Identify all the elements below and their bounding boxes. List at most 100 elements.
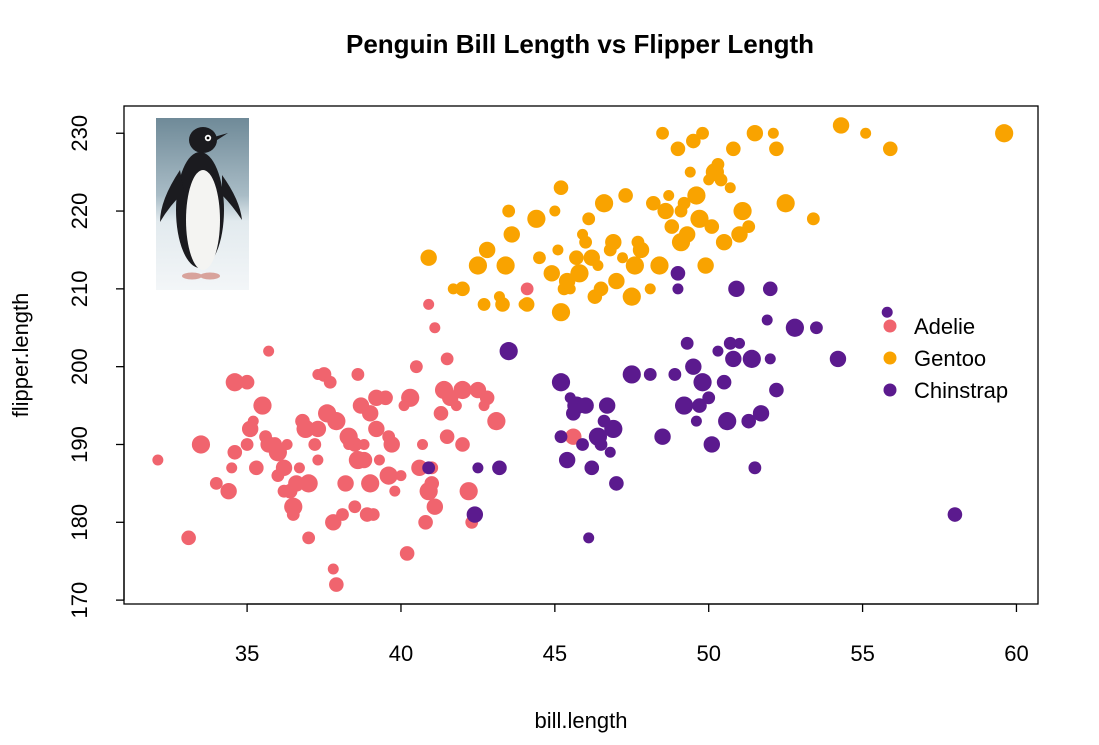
point-gentoo-14: [533, 251, 546, 265]
point-gentoo-78: [625, 256, 644, 275]
point-adelie-28: [308, 438, 322, 451]
point-gentoo-33: [622, 287, 641, 306]
legend-marker-gentoo: [883, 351, 897, 365]
point-chinstrap-16: [598, 397, 616, 414]
point-adelie-70: [450, 400, 462, 412]
point-adelie-5: [226, 462, 238, 474]
y-axis: 170 180 190 200 210 220 230: [67, 115, 125, 619]
point-gentoo-66: [860, 127, 872, 139]
point-adelie-61: [418, 514, 433, 530]
x-tick-label-5: 60: [1004, 641, 1028, 666]
y-axis-label: flipper.length: [8, 293, 33, 418]
point-gentoo-4: [477, 298, 491, 311]
point-gentoo-70: [608, 272, 625, 290]
point-gentoo-42: [670, 141, 686, 157]
x-tick-label-2: 45: [543, 641, 567, 666]
point-chinstrap-10: [576, 438, 589, 451]
point-gentoo-9: [502, 204, 516, 218]
point-chinstrap-44: [785, 318, 804, 337]
point-chinstrap-27: [690, 415, 702, 427]
x-axis: 35 40 45 50 55 60: [235, 603, 1029, 666]
point-adelie-15: [263, 345, 275, 357]
point-adelie-87: [339, 427, 358, 446]
point-adelie-64: [426, 498, 444, 515]
point-adelie-12: [253, 396, 272, 415]
point-chinstrap-21: [654, 428, 671, 445]
legend-marker-adelie: [883, 319, 897, 333]
point-adelie-93: [277, 484, 291, 498]
point-chinstrap-0: [422, 461, 436, 475]
point-chinstrap-49: [604, 419, 623, 439]
point-adelie-54: [383, 436, 400, 453]
point-adelie-85: [398, 400, 410, 412]
point-gentoo-18: [551, 303, 571, 322]
point-gentoo-73: [690, 209, 709, 228]
point-gentoo-16: [552, 244, 564, 256]
point-adelie-83: [348, 500, 362, 514]
point-adelie-91: [439, 429, 455, 445]
point-chinstrap-3: [492, 460, 507, 476]
data-points: [152, 117, 1014, 592]
point-gentoo-72: [664, 219, 680, 234]
point-adelie-92: [453, 380, 472, 400]
point-gentoo-45: [678, 226, 696, 243]
point-chinstrap-53: [762, 281, 778, 297]
point-gentoo-49: [696, 126, 709, 140]
legend-marker-chinstrap: [883, 383, 897, 397]
y-tick-label-0: 170: [67, 582, 92, 619]
point-adelie-55: [389, 485, 401, 497]
y-tick-label-3: 200: [67, 348, 92, 385]
point-chinstrap-31: [703, 436, 720, 453]
point-gentoo-76: [549, 205, 561, 217]
point-adelie-33: [323, 375, 337, 389]
point-chinstrap-45: [810, 321, 823, 335]
point-adelie-45: [358, 438, 370, 450]
point-chinstrap-6: [558, 451, 576, 469]
point-chinstrap-17: [604, 446, 616, 458]
point-chinstrap-38: [741, 413, 757, 429]
point-gentoo-61: [767, 127, 779, 139]
point-adelie-84: [368, 389, 385, 406]
point-adelie-24: [288, 475, 305, 492]
point-chinstrap-42: [764, 353, 776, 365]
point-gentoo-50: [697, 257, 714, 274]
point-adelie-71: [455, 437, 470, 452]
adelie-penguin-photo: [156, 118, 249, 290]
point-adelie-49: [368, 420, 385, 438]
point-adelie-20: [281, 438, 293, 450]
point-gentoo-57: [726, 141, 741, 157]
point-gentoo-48: [687, 186, 706, 205]
point-gentoo-23: [570, 264, 589, 283]
point-gentoo-62: [769, 141, 784, 157]
point-adelie-23: [286, 508, 300, 521]
point-gentoo-32: [618, 188, 633, 203]
point-gentoo-35: [632, 241, 650, 259]
point-adelie-44: [355, 451, 373, 469]
point-chinstrap-37: [733, 337, 745, 349]
point-adelie-4: [220, 482, 237, 500]
point-chinstrap-13: [584, 460, 600, 476]
point-adelie-17: [268, 443, 287, 462]
point-adelie-77: [487, 412, 506, 431]
point-gentoo-67: [882, 141, 898, 157]
legend: Adelie Gentoo Chinstrap: [883, 314, 1008, 403]
point-chinstrap-50: [668, 368, 682, 381]
point-chinstrap-34: [718, 412, 737, 431]
point-chinstrap-19: [622, 365, 641, 384]
point-gentoo-22: [569, 250, 584, 266]
point-chinstrap-40: [748, 461, 762, 475]
point-gentoo-64: [806, 212, 820, 226]
legend-label-gentoo: Gentoo: [914, 346, 986, 371]
point-adelie-37: [327, 412, 346, 431]
point-chinstrap-29: [693, 373, 712, 392]
point-gentoo-40: [657, 202, 674, 220]
point-gentoo-55: [715, 233, 733, 251]
point-chinstrap-52: [761, 314, 773, 326]
point-gentoo-58: [733, 201, 752, 221]
point-gentoo-3: [468, 256, 488, 275]
point-gentoo-12: [519, 297, 535, 312]
point-gentoo-54: [714, 173, 728, 187]
point-gentoo-8: [496, 256, 515, 275]
point-adelie-95: [312, 454, 324, 466]
